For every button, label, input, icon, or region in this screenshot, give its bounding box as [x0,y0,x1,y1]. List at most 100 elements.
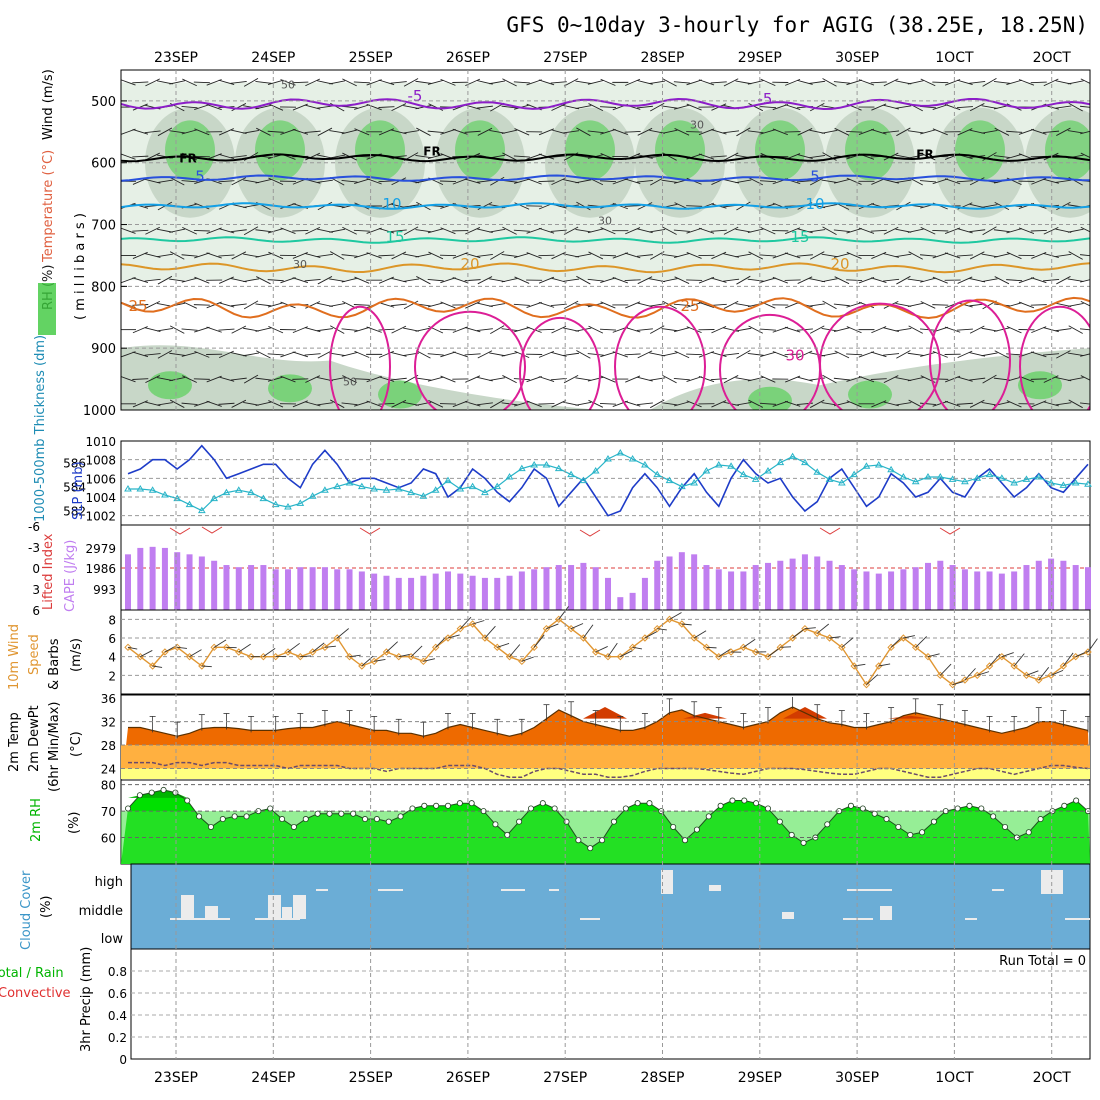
barb [144,278,161,282]
barb [624,205,641,207]
date-label: 23SEP [154,1070,198,1086]
cloud-bar [843,918,873,920]
barb [784,279,801,281]
barb [550,303,567,307]
rh-marker [421,802,428,809]
barb [490,251,505,260]
isotherm-label: 15 [790,228,809,246]
barb [981,327,998,332]
temp-tick: 24 [101,762,116,776]
barb [723,130,740,134]
cape-bar [629,592,636,610]
cape-tick: 1986 [85,562,116,576]
barb [243,129,260,134]
isotherm-label: 25 [680,297,699,315]
barb [784,104,801,110]
barb [513,378,530,381]
barb [1030,229,1047,232]
wind-barb [177,646,187,649]
barb [686,400,702,408]
thickness-marker [382,486,391,493]
barb [513,81,530,84]
date-label: 30SEP [835,50,879,66]
thickness-marker [554,464,563,472]
barb [354,104,370,110]
thickness-tick: 582 [63,505,86,519]
barb [612,277,628,284]
barb [662,226,677,235]
li-marker [201,526,223,534]
thickness-marker [468,482,477,490]
barb [932,304,949,306]
barb [156,377,173,382]
barb [710,229,727,232]
cloud-bar [880,906,892,920]
barb [908,399,923,408]
barb [502,78,517,87]
wind-speed-marker [653,624,661,633]
barb [1068,102,1083,112]
barb [1006,279,1023,282]
barb [870,351,887,358]
thickness-marker [370,485,379,492]
barb [256,276,271,285]
barb [969,377,986,381]
cloud-bar [316,889,328,891]
precip-tick: 0.6 [108,987,127,1001]
contour-30 [329,305,391,410]
barb [735,303,752,307]
thickness-marker [567,470,575,478]
barb [870,129,887,135]
barb [231,103,247,112]
barb [501,129,518,135]
thickness-marker [148,486,157,493]
wind-speed-marker [1084,648,1092,656]
barb [440,78,456,86]
barb [981,352,998,357]
barb [563,278,580,282]
barb [231,177,247,186]
rh-marker [136,792,143,799]
barb [316,253,333,258]
slp-tick: 1010 [85,435,116,449]
barb [736,275,751,285]
barb [181,277,198,283]
barb [268,251,284,260]
barb [1031,128,1047,135]
cape-bar [814,556,821,610]
barb [145,226,161,235]
barb [969,251,985,260]
barb [476,402,493,406]
barb [538,227,555,234]
barb [649,229,666,233]
rh-marker [279,816,286,823]
wind-barb [669,612,682,620]
thickness-marker [481,488,489,496]
li-marker [819,527,841,535]
barb [490,176,505,186]
thickness-marker [517,464,526,472]
thickness-marker [616,449,625,456]
barb [932,252,949,259]
barb [1006,376,1022,382]
t2m-label-b: 2m DewPt [27,705,42,772]
barb [144,130,161,134]
wind10-label-b: Speed [27,634,42,675]
contour-30 [1019,305,1090,410]
barb [969,177,985,186]
barb [1068,325,1083,334]
rh-marker [527,805,534,812]
isotherm [121,296,1090,320]
barb [674,276,690,284]
barb [267,353,284,356]
barb [353,304,370,306]
barb [243,374,259,384]
barb [477,127,493,136]
cape-bar [469,575,476,610]
contour-30 [519,316,601,410]
barb [809,80,826,84]
barb [1018,277,1035,284]
barb [378,79,395,86]
cape-bar [543,567,550,610]
